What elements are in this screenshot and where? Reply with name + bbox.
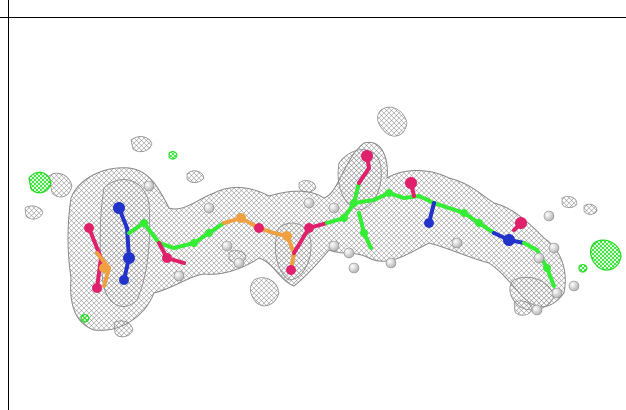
frame-left-border xyxy=(8,0,9,410)
hydrogen-atoms xyxy=(143,180,580,316)
molecule-sticks xyxy=(87,154,556,290)
difference-map-blobs xyxy=(28,151,622,323)
nitrogen-atoms xyxy=(113,202,515,285)
carbon-atoms xyxy=(140,189,551,272)
molecular-viewport[interactable] xyxy=(9,18,626,410)
mesh-fragments xyxy=(24,106,598,338)
density-mesh xyxy=(67,141,566,331)
oxygen-atoms xyxy=(84,150,527,293)
phosphorus-atoms xyxy=(99,213,292,273)
electron-density-render[interactable] xyxy=(9,18,626,410)
frame-top-border xyxy=(0,17,626,18)
